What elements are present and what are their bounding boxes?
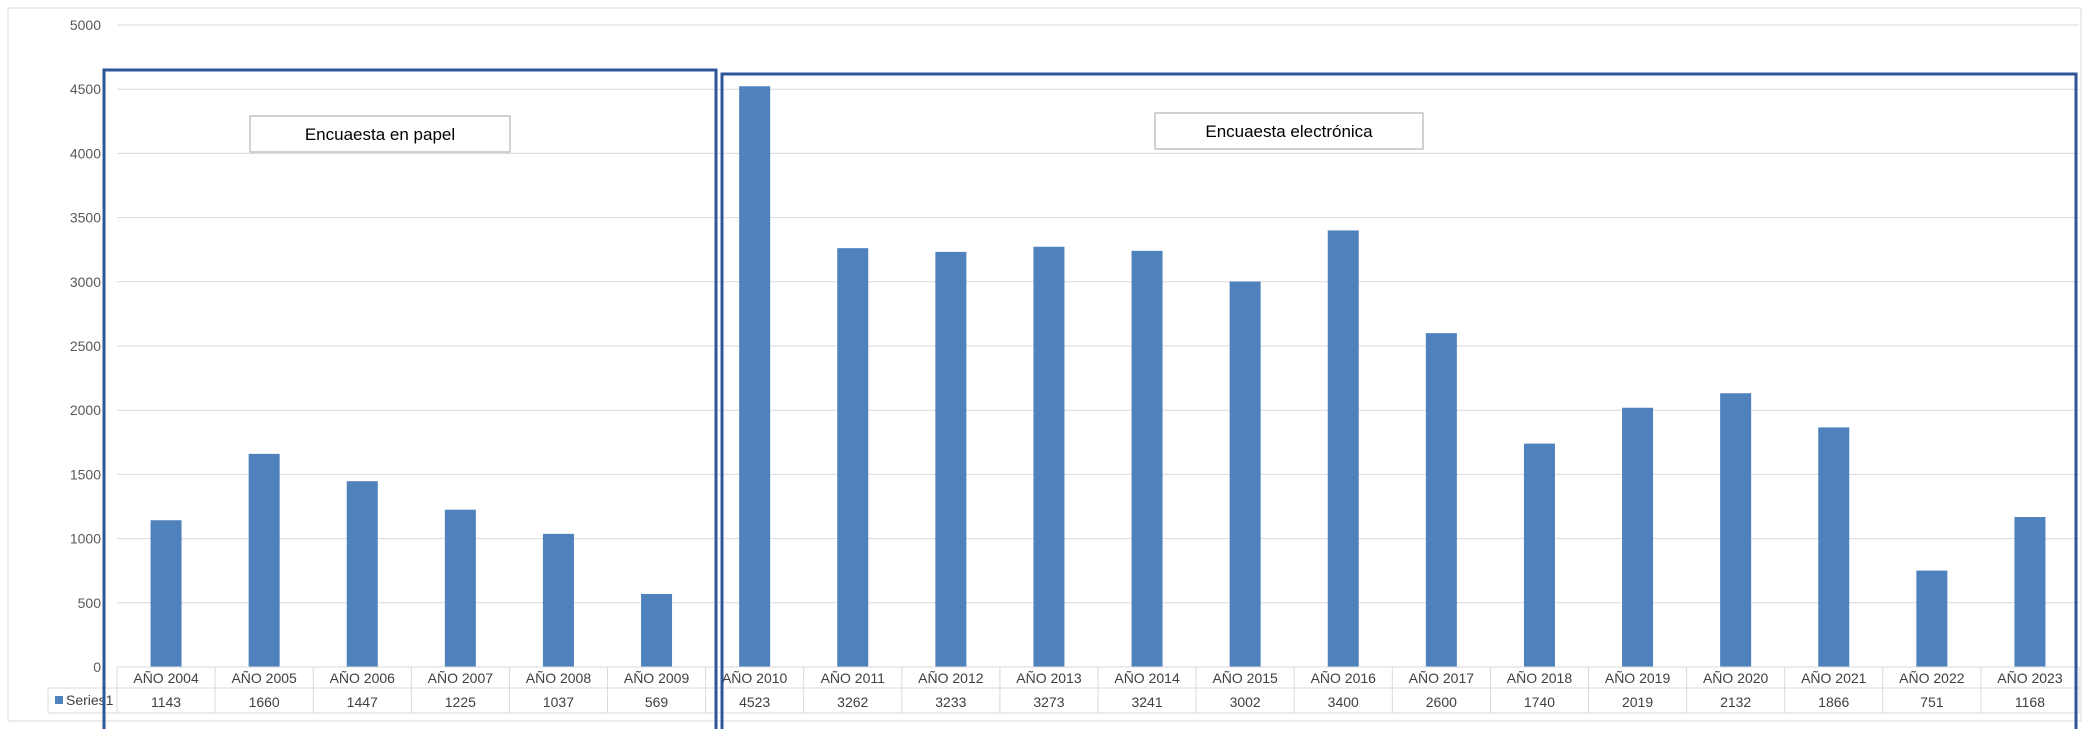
y-tick-label: 5000 — [70, 17, 101, 33]
legend-series-label: Series1 — [66, 692, 114, 708]
group-label: Encuaesta electrónica — [1205, 122, 1373, 141]
x-category-label: AÑO 2007 — [428, 670, 494, 686]
x-category-label: AÑO 2019 — [1605, 670, 1671, 686]
x-category-label: AÑO 2016 — [1311, 670, 1377, 686]
group-label-box — [1154, 112, 1424, 150]
data-value-label: 1225 — [445, 694, 476, 710]
x-category-label: AÑO 2021 — [1801, 670, 1867, 686]
y-axis-ticks: 0 500 1000 1500 2000 2500 3000 3500 4000 4500 5000 — [70, 17, 101, 675]
x-category-label: AÑO 2008 — [526, 670, 592, 686]
data-value-label: 2600 — [1426, 694, 1457, 710]
annotations: Encuaesta en papel Encuaesta electrónica — [102, 68, 2078, 729]
bar — [739, 86, 771, 667]
bar — [1425, 333, 1457, 667]
y-tick-label: 1000 — [70, 531, 101, 547]
y-tick-label: 4000 — [70, 145, 101, 161]
x-category-label: AÑO 2010 — [722, 670, 788, 686]
bar — [935, 251, 967, 667]
bars — [150, 86, 2046, 668]
x-category-label: AÑO 2012 — [918, 670, 984, 686]
bar — [1229, 281, 1261, 667]
bar — [444, 509, 476, 667]
bar — [1327, 230, 1359, 667]
bar — [2014, 517, 2046, 667]
bar — [150, 520, 182, 667]
data-value-label: 2132 — [1720, 694, 1751, 710]
data-value-label: 3233 — [935, 694, 966, 710]
x-category-label: AÑO 2020 — [1703, 670, 1769, 686]
data-value-label: 3002 — [1230, 694, 1261, 710]
bar — [248, 453, 280, 667]
group-frame — [102, 68, 718, 729]
y-tick-label: 3500 — [70, 210, 101, 226]
bar — [1523, 443, 1555, 667]
data-value-label: 1740 — [1524, 694, 1555, 710]
y-tick-label: 3000 — [70, 274, 101, 290]
bar — [1033, 246, 1065, 667]
legend-key — [55, 696, 63, 704]
data-value-label: 1143 — [151, 694, 181, 710]
y-tick-label: 2000 — [70, 402, 101, 418]
bar — [641, 593, 673, 667]
data-value-label: 2019 — [1622, 694, 1653, 710]
group-label: Encuaesta en papel — [305, 125, 455, 144]
data-value-label: 1168 — [2015, 694, 2045, 710]
data-value-label: 751 — [1920, 694, 1944, 710]
x-category-label: AÑO 2009 — [624, 670, 690, 686]
x-category-label: AÑO 2015 — [1212, 670, 1278, 686]
y-tick-label: 4500 — [70, 81, 101, 97]
data-value-label: 1660 — [249, 694, 280, 710]
data-value-label: 1037 — [543, 694, 574, 710]
group-frame — [720, 72, 2078, 729]
group-label-box — [249, 115, 511, 153]
y-tick-label: 0 — [93, 659, 101, 675]
x-category-label: AÑO 2014 — [1114, 670, 1180, 686]
data-value-label: 3262 — [837, 694, 868, 710]
x-category-label: AÑO 2011 — [821, 670, 886, 686]
data-value-label: 1447 — [347, 694, 378, 710]
data-value-label: 4523 — [739, 694, 770, 710]
data-value-label: 3241 — [1131, 694, 1162, 710]
x-category-label: AÑO 2006 — [330, 670, 396, 686]
x-category-label: AÑO 2023 — [1997, 670, 2063, 686]
x-category-label: AÑO 2017 — [1409, 670, 1475, 686]
bar — [1916, 570, 1948, 667]
x-category-label: AÑO 2013 — [1016, 670, 1082, 686]
bar — [542, 533, 574, 667]
y-tick-label: 1500 — [70, 466, 101, 482]
data-value-label: 1866 — [1818, 694, 1849, 710]
y-tick-label: 2500 — [70, 338, 101, 354]
x-category-label: AÑO 2022 — [1899, 670, 1965, 686]
x-category-label: AÑO 2004 — [133, 670, 199, 686]
x-category-label: AÑO 2018 — [1507, 670, 1573, 686]
bar — [1818, 427, 1850, 667]
bar — [837, 248, 869, 668]
data-value-label: 3400 — [1328, 694, 1359, 710]
bar — [1720, 393, 1752, 667]
bar — [346, 481, 378, 667]
data-value-label: 3273 — [1033, 694, 1064, 710]
data-table: Series1 AÑO 2004 1143 AÑO 2005 1660 AÑO 2006 1… — [47, 666, 2080, 714]
data-value-label: 569 — [645, 694, 669, 710]
bar — [1131, 250, 1163, 668]
x-category-label: AÑO 2005 — [231, 670, 297, 686]
bar — [1622, 407, 1654, 667]
y-tick-label: 500 — [78, 595, 102, 611]
